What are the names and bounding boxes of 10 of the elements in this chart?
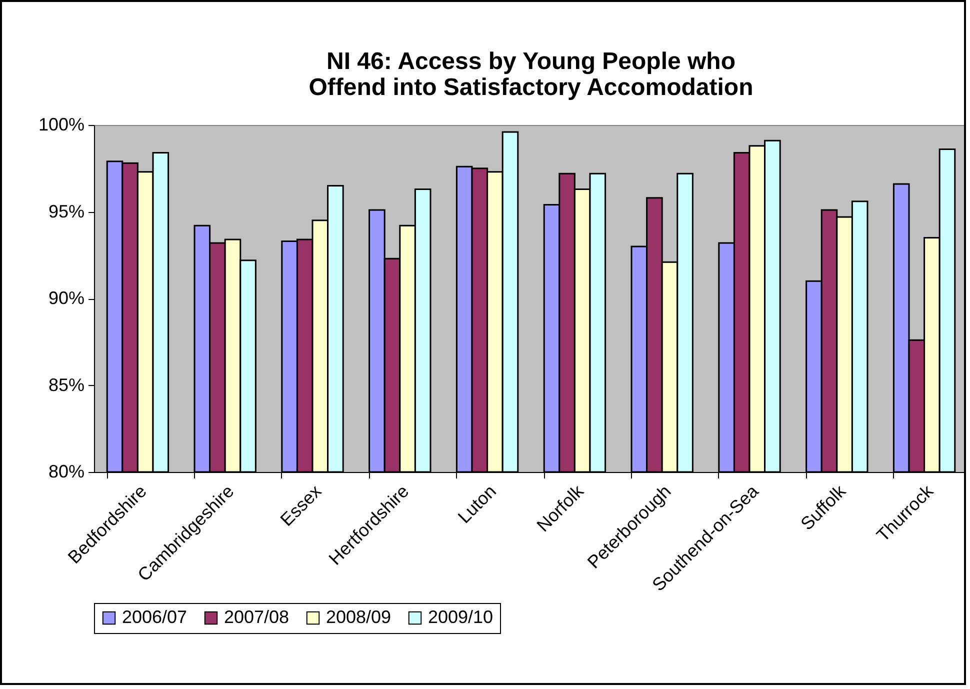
legend-label: 2006/07 xyxy=(122,607,188,627)
y-tick-label: 90% xyxy=(48,288,84,308)
y-tick-label: 80% xyxy=(48,462,84,482)
y-tick-label: 95% xyxy=(48,201,84,222)
chart-title: NI 46: Access by Young People who Offend into Satisfactory Accomodation xyxy=(308,48,754,101)
legend-label: 2007/08 xyxy=(224,607,290,627)
y-tick-label: 100% xyxy=(38,114,84,134)
y-tick-label: 85% xyxy=(48,374,84,395)
legend-label: 2009/10 xyxy=(428,607,494,627)
legend-label: 2008/09 xyxy=(326,607,392,627)
